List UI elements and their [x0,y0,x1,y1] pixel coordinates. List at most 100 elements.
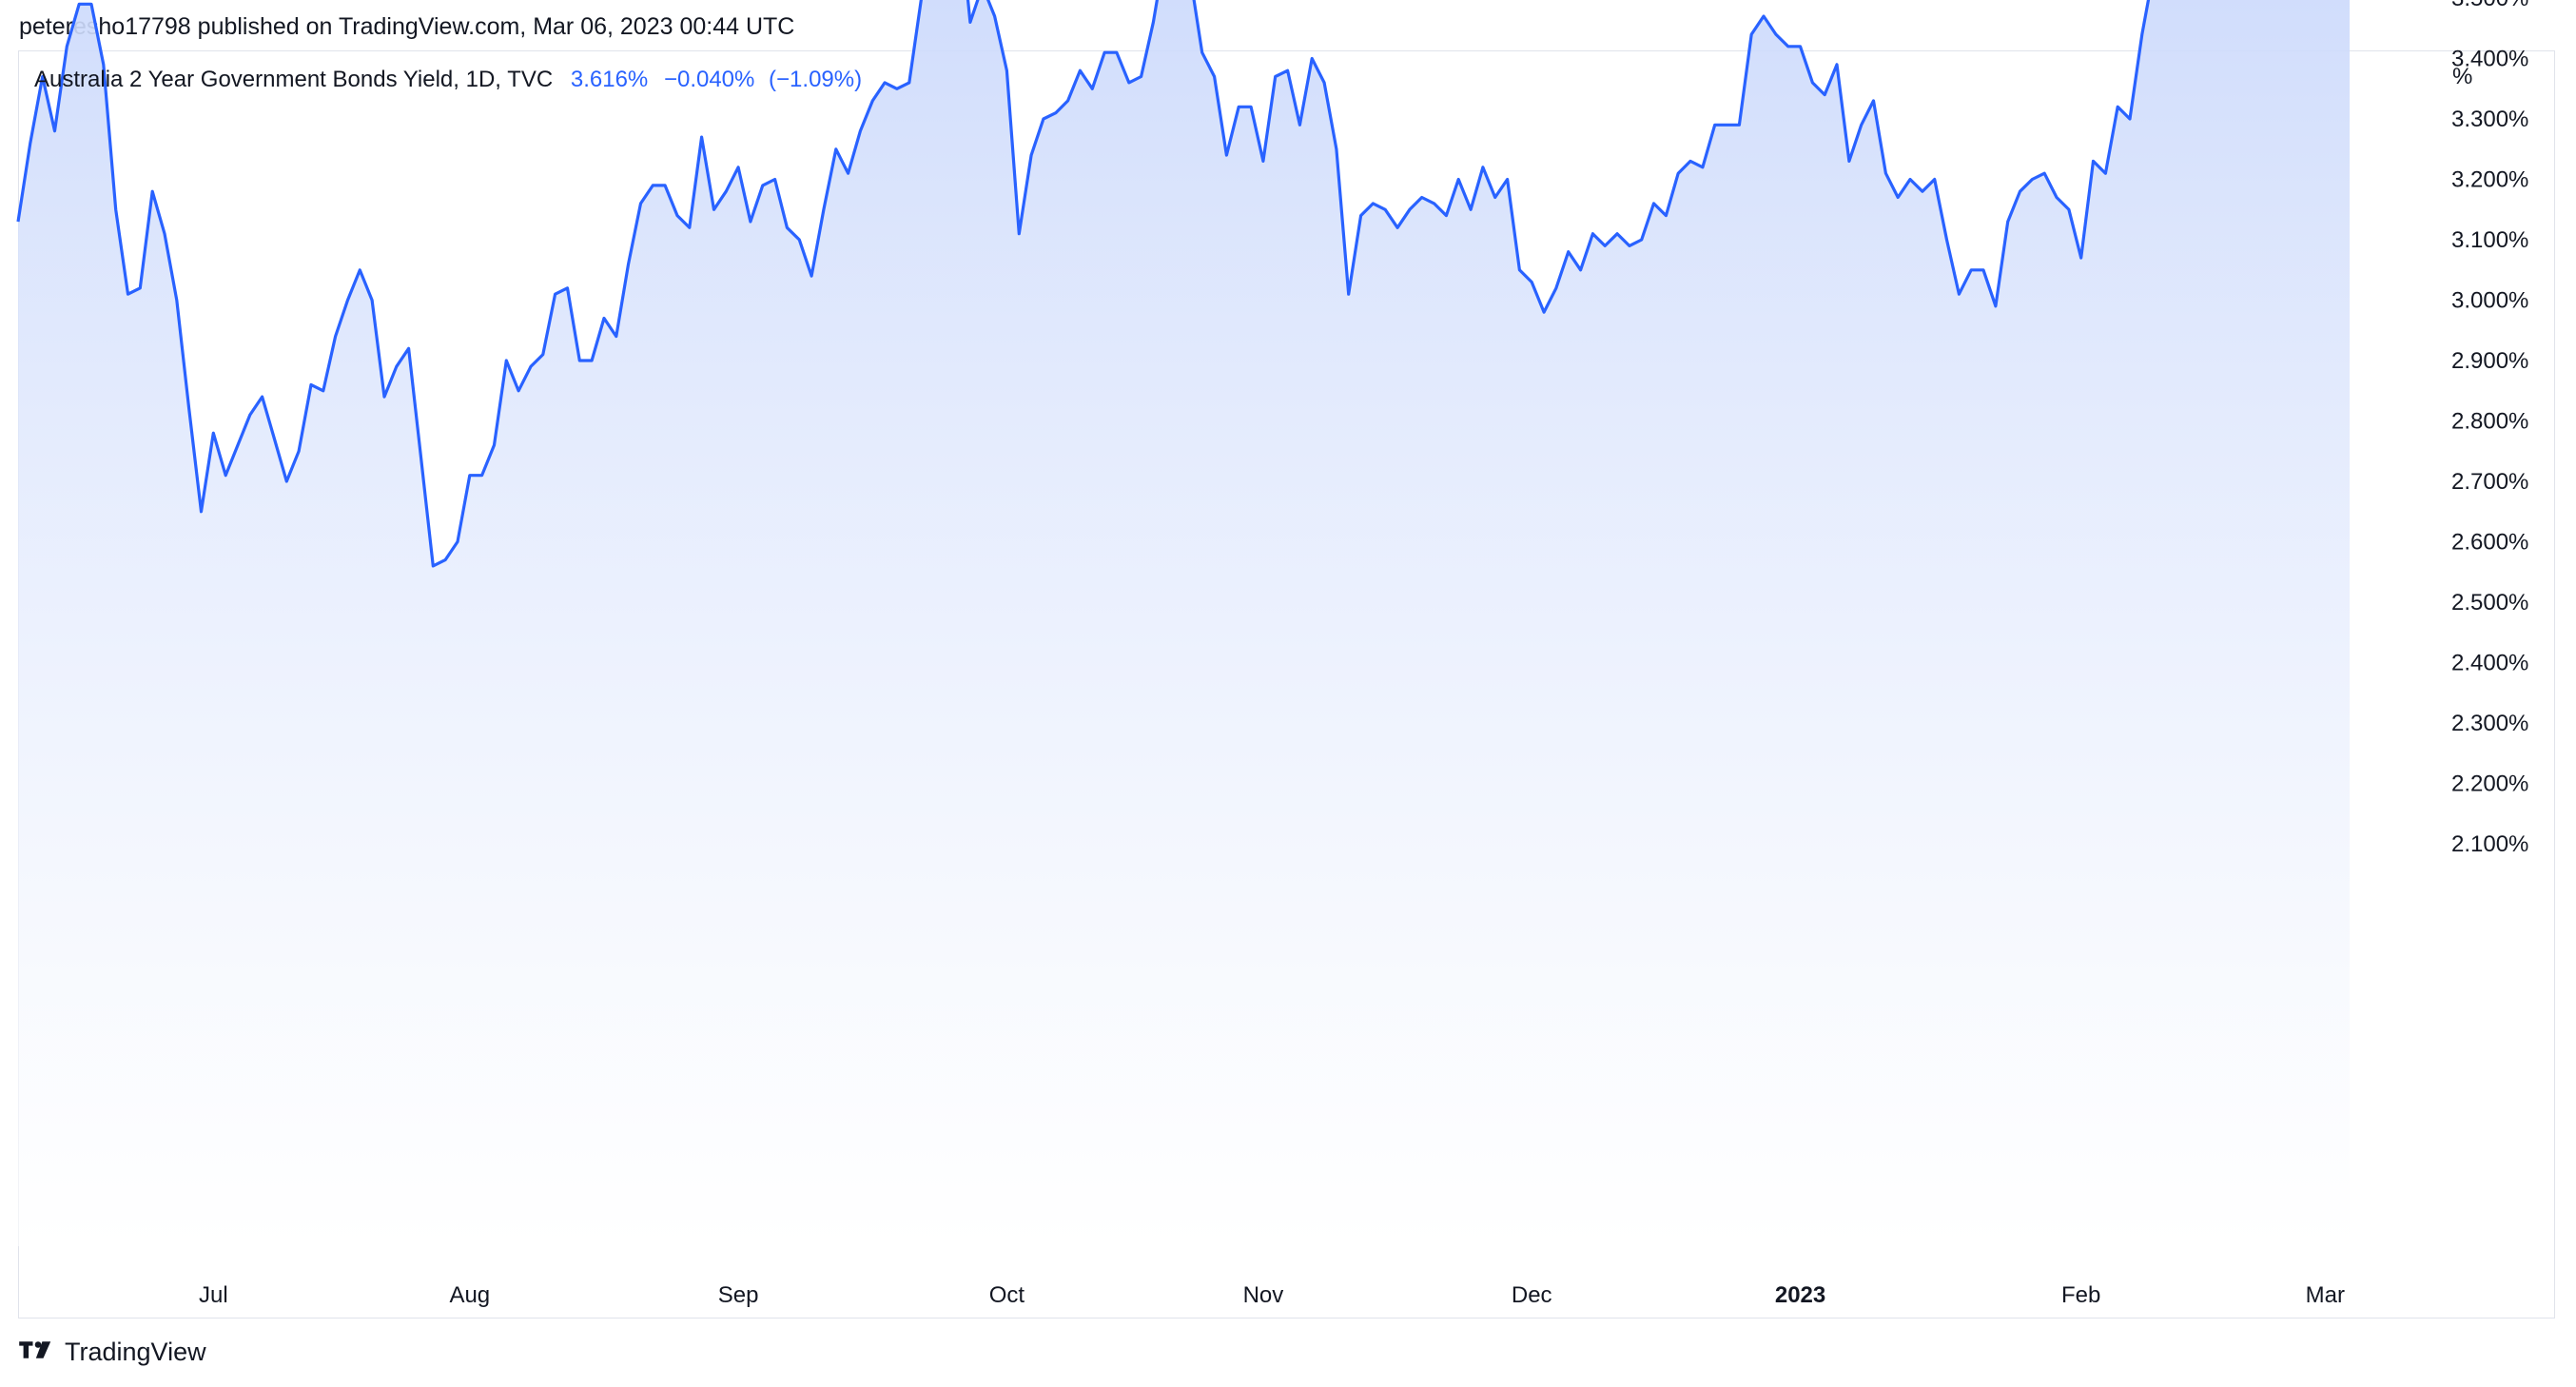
data-point [1310,57,1314,61]
data-point [1872,99,1876,103]
data-point [1835,63,1839,67]
data-point [2042,171,2046,175]
data-point [2079,256,2083,260]
data-point [29,141,32,145]
data-point [1640,238,1644,242]
data-point [785,225,789,229]
data-point [797,238,801,242]
data-point [77,2,81,6]
data-point [1237,105,1240,108]
data-point [370,299,374,303]
data-point [651,184,654,187]
data-point [420,456,423,459]
data-point [554,292,557,296]
data-point [2116,105,2119,108]
data-point [858,129,862,133]
data-point [1042,117,1045,121]
y-tick-label: 3.500% [2451,0,2528,11]
data-point [1726,123,1729,127]
data-point [517,389,520,393]
data-point [1005,68,1008,72]
data-point [2067,207,2071,211]
legend-symbol: Australia 2 Year Government Bonds Yield,… [34,67,554,92]
data-point [1054,111,1058,115]
x-tick-label: Feb [2061,1282,2100,1308]
data-point [1286,68,1290,72]
data-point [1933,178,1937,182]
data-point [1957,292,1961,296]
data-point [1322,81,1326,85]
data-point [1261,159,1265,163]
data-point [309,382,313,386]
data-point [1433,202,1436,205]
data-point [1664,214,1668,218]
data-point [284,479,288,483]
x-tick-label: 2023 [1775,1282,1825,1308]
brand-name: TradingView [65,1338,206,1366]
data-point [1274,75,1278,79]
y-tick-label: 2.300% [2451,711,2528,736]
y-tick-label: 2.600% [2451,530,2528,556]
data-point [358,268,361,272]
data-point [224,474,227,478]
data-point [2140,32,2144,36]
data-point [749,220,752,224]
data-point [1151,20,1155,24]
data-point [773,178,777,182]
data-point [187,407,191,411]
data-point [1921,189,1924,193]
data-point [590,359,594,362]
data-point [1066,99,1070,103]
data-point [724,189,728,193]
data-point [334,335,338,339]
data-point [1200,50,1204,54]
data-point [566,286,570,290]
data-point [1395,225,1399,229]
chart-legend: Australia 2 Year Government Bonds Yield,… [34,67,862,93]
x-tick-label: Dec [1512,1282,1552,1308]
data-point [1017,232,1021,236]
data-point [150,189,154,193]
data-point [761,184,765,187]
x-tick-label: Aug [449,1282,490,1308]
data-point [1823,93,1826,97]
y-tick-label: 3.100% [2451,227,2528,253]
data-point [2092,159,2096,163]
data-point [1506,178,1510,182]
data-point [1615,232,1619,236]
data-point [675,214,679,218]
data-point [1896,196,1900,200]
tradingview-brand[interactable]: TradingView [19,1338,206,1367]
x-tick-label: Nov [1243,1282,1284,1308]
data-point [1810,81,1814,85]
data-point [577,359,581,362]
data-point [211,431,215,435]
data-point [1420,196,1424,200]
data-point [443,558,447,562]
y-tick-label: 3.000% [2451,288,2528,314]
data-point [382,395,386,399]
data-point [1359,214,1363,218]
data-point [2055,196,2059,200]
data-point [1676,171,1680,175]
data-point [602,317,606,321]
data-point [639,202,643,205]
data-point [1590,232,1594,236]
data-point [1945,238,1949,242]
y-tick-label: 2.100% [2451,831,2528,857]
y-tick-label: 2.200% [2451,772,2528,797]
data-point [322,389,325,393]
data-point [456,540,459,544]
publish-line: peteresho17798 published on TradingView.… [19,13,795,40]
data-point [712,207,716,211]
data-point [2019,189,2022,193]
data-point [2030,178,2034,182]
data-point [273,438,277,441]
data-point [1347,292,1351,296]
data-point [1749,32,1753,36]
data-point [895,87,899,90]
data-point [1883,171,1887,175]
data-point [138,286,142,290]
y-tick-label: 2.500% [2451,590,2528,615]
